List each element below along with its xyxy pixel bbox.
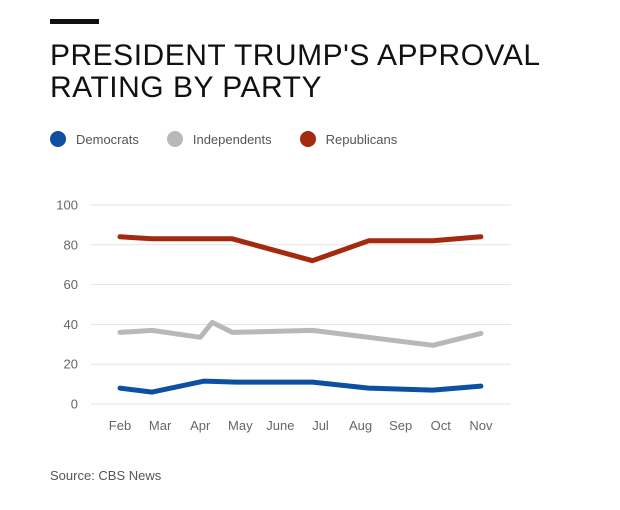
y-tick-label-20: 20 — [64, 357, 78, 372]
x-tick-label-may: May — [228, 418, 253, 433]
x-tick-label-aug: Aug — [349, 418, 372, 433]
legend-item-republicans: Republicans — [299, 131, 398, 147]
legend-dot-republicans — [299, 131, 316, 147]
y-tick-label-40: 40 — [64, 317, 78, 332]
legend-label-democrats: Democrats — [76, 131, 139, 147]
y-tick-label-0: 0 — [71, 397, 78, 412]
legend-dot-independents — [166, 131, 183, 147]
series-line-independents — [117, 319, 484, 348]
legend-item-independents: Independents — [166, 131, 272, 147]
y-tick-label-80: 80 — [64, 237, 78, 252]
x-tick-label-mar: Mar — [149, 418, 172, 433]
x-tick-label-june: June — [266, 418, 294, 433]
chart-legend: Democrats Independents Republicans — [50, 129, 425, 149]
x-tick-label-nov: Nov — [469, 418, 493, 433]
series-line-democrats — [117, 378, 484, 395]
series-line-republicans — [117, 234, 484, 264]
y-tick-label-60: 60 — [64, 277, 78, 292]
x-tick-label-oct: Oct — [431, 418, 452, 433]
chart-title: PRESIDENT TRUMP'S APPROVAL RATING BY PAR… — [50, 40, 590, 104]
legend-dot-democrats — [50, 131, 66, 147]
x-tick-label-sep: Sep — [389, 418, 412, 433]
x-tick-label-apr: Apr — [190, 418, 211, 433]
header-accent-bar — [50, 19, 99, 24]
source-note: Source: CBS News — [50, 468, 162, 483]
x-tick-label-jul: Jul — [312, 418, 329, 433]
chart-title-line-1: PRESIDENT TRUMP'S APPROVAL — [50, 39, 541, 72]
legend-label-independents: Independents — [192, 131, 272, 147]
legend-item-democrats: Democrats — [50, 131, 139, 147]
chart-title-line-2: RATING BY PARTY — [50, 71, 323, 104]
legend-label-republicans: Republicans — [325, 131, 398, 147]
y-tick-label-100: 100 — [56, 198, 78, 213]
x-tick-label-feb: Feb — [109, 418, 131, 433]
